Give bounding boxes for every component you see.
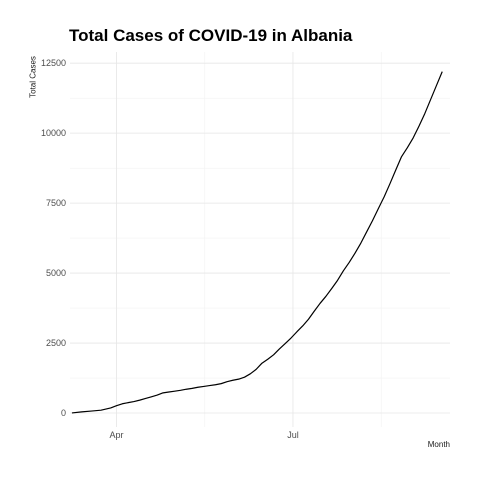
total-cases-line xyxy=(71,71,443,414)
x-tick-label: Apr xyxy=(110,430,124,440)
major-gridlines xyxy=(70,52,450,427)
minor-gridlines xyxy=(70,52,450,427)
y-axis-tick-labels: 0 2500 5000 7500 10000 12500 xyxy=(41,58,66,418)
x-axis-tick-labels: Apr Jul xyxy=(110,430,299,440)
y-tick-label: 5000 xyxy=(46,268,66,278)
y-tick-label: 0 xyxy=(61,408,66,418)
y-tick-label: 7500 xyxy=(46,198,66,208)
x-tick-label: Jul xyxy=(287,430,299,440)
y-tick-label: 2500 xyxy=(46,338,66,348)
x-axis-label: Month xyxy=(427,440,450,449)
y-axis-label: Total Cases xyxy=(28,56,38,98)
chart-title: Total Cases of COVID-19 in Albania xyxy=(69,26,353,45)
y-tick-label: 10000 xyxy=(41,128,66,138)
y-tick-label: 12500 xyxy=(41,58,66,68)
